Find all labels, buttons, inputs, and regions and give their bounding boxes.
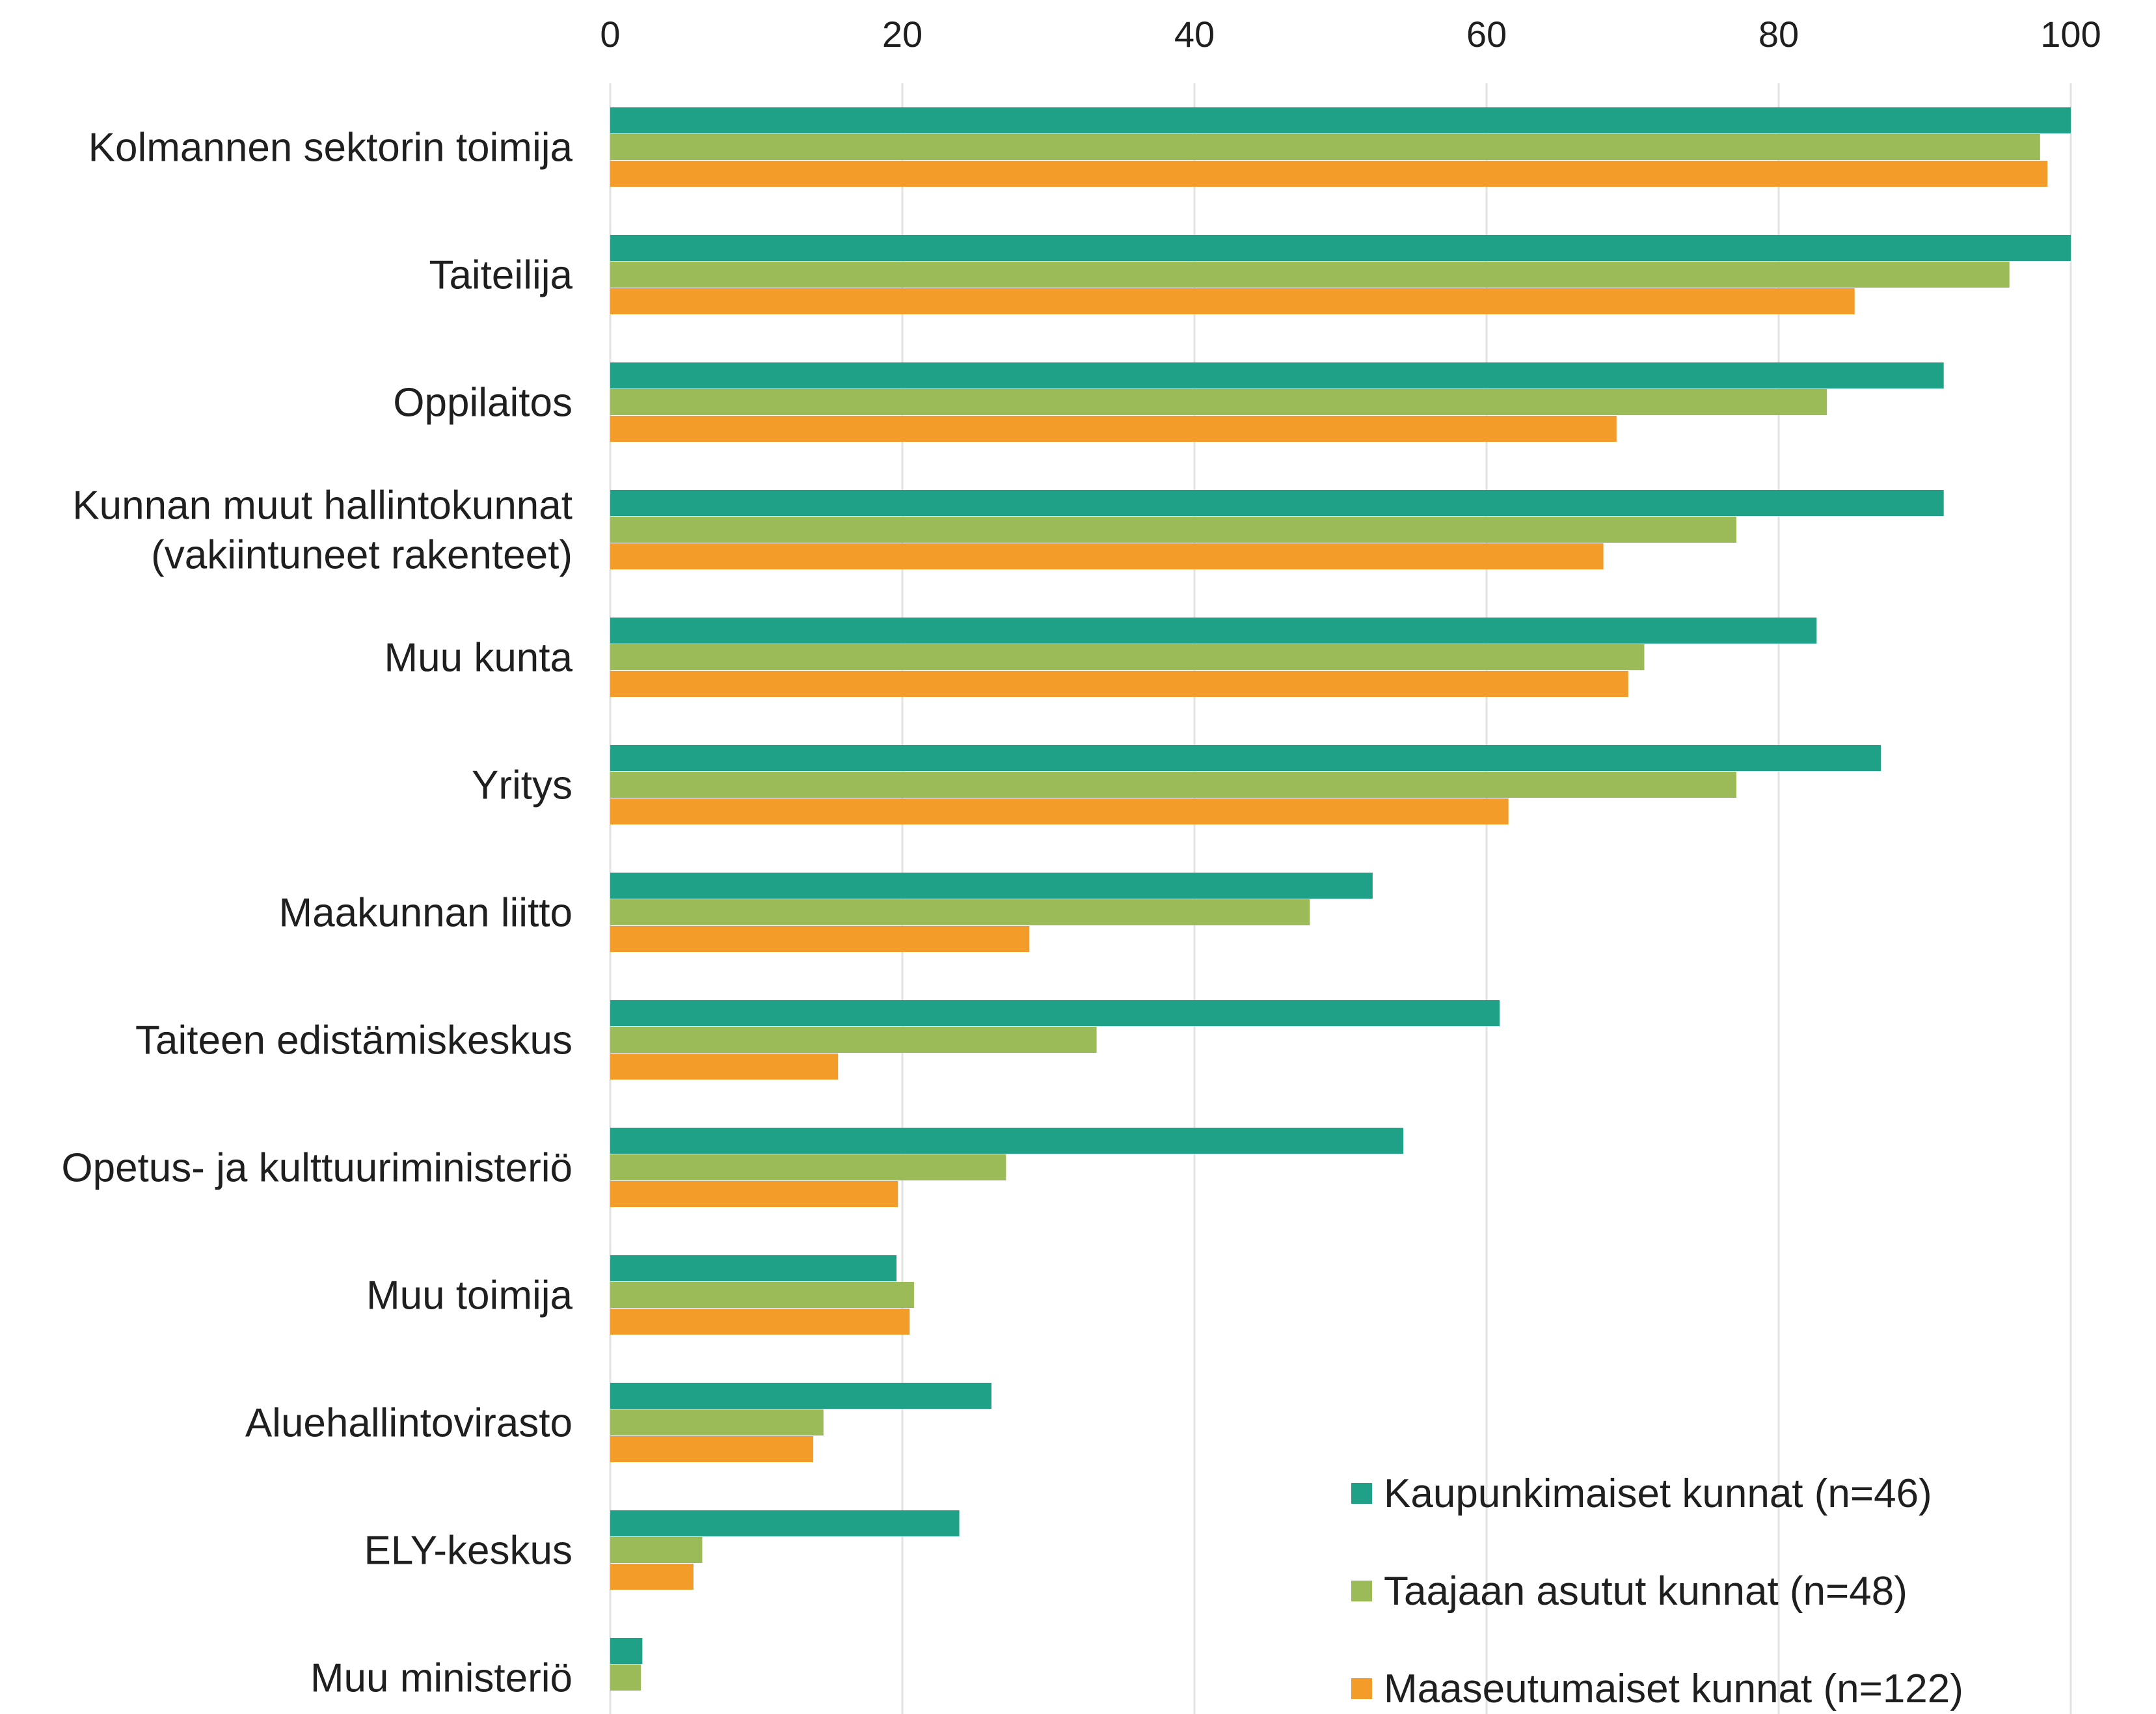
legend-swatch [1351,1581,1372,1601]
category-label: Kolmannen sektorin toimija [88,126,573,170]
x-tick-label: 100 [2040,14,2101,55]
bar [610,644,1645,670]
category-label: Taiteen edistämiskeskus [135,1018,573,1063]
bar [610,926,1030,952]
category-label: Yritys [472,763,573,808]
legend-label: Maaseutumaiset kunnat (n=122) [1384,1666,1963,1711]
bar [610,1255,897,1281]
category-label: Muu toimija [366,1273,573,1318]
bar [610,1054,839,1080]
x-tick-label: 80 [1758,14,1799,55]
legend-swatch [1351,1678,1372,1699]
legend: Kaupunkimaiset kunnat (n=46) Taajaan asut… [1351,1471,1963,1711]
bar [610,1000,1500,1026]
x-tick-label: 20 [882,14,923,55]
bar [610,1383,991,1409]
category-label: Maakunnan liitto [279,891,573,936]
bar [610,1181,898,1207]
x-tick-label: 0 [600,14,620,55]
bar [610,1537,703,1563]
x-tick-label: 60 [1466,14,1507,55]
bar [610,1638,643,1664]
category-label: Oppilaitos [393,381,573,426]
category-labels: Kolmannen sektorin toimija Taiteilija Oppi… [61,126,573,1701]
category-label: ELY-keskus [364,1529,573,1573]
bar [610,490,1944,516]
category-label: Kunnan muut hallintokunnat (vakiintuneet … [72,483,573,578]
bar [610,1309,910,1335]
category-label: Opetus- ja kulttuuriministeriö [61,1146,573,1191]
bars [610,107,2071,1691]
bar [610,772,1736,798]
bar [610,1564,694,1590]
bar [610,1154,1006,1180]
bar [610,362,1944,388]
bar [610,1436,814,1462]
bar [610,745,1881,771]
bar [610,873,1373,899]
bar [610,517,1736,543]
bar [610,416,1617,442]
bar [610,107,2071,133]
bar [610,235,2071,261]
bar [610,134,2040,160]
bar [610,543,1604,569]
bar [610,1665,641,1691]
bar [610,288,1855,314]
bar [610,899,1310,925]
bar [610,618,1817,644]
bar [610,389,1827,415]
bar [610,262,2010,288]
bar [610,798,1509,824]
category-label: Muu ministeriö [310,1656,573,1701]
bar [610,1510,960,1536]
bar [610,671,1628,697]
x-tick-label: 40 [1174,14,1215,55]
category-label: Aluehallintovirasto [245,1401,573,1446]
bar [610,1282,914,1308]
category-label: Taiteilija [429,253,573,298]
x-axis-ticks: 0 20 40 60 80 100 [600,14,2101,55]
legend-label: Taajaan asutut kunnat (n=48) [1384,1569,1907,1614]
bar [610,161,2048,187]
bar [610,1128,1404,1154]
bar [610,1409,824,1435]
bar [610,1027,1097,1053]
category-label: Muu kunta [384,636,573,681]
legend-swatch [1351,1483,1372,1504]
legend-label: Kaupunkimaiset kunnat (n=46) [1384,1471,1932,1516]
